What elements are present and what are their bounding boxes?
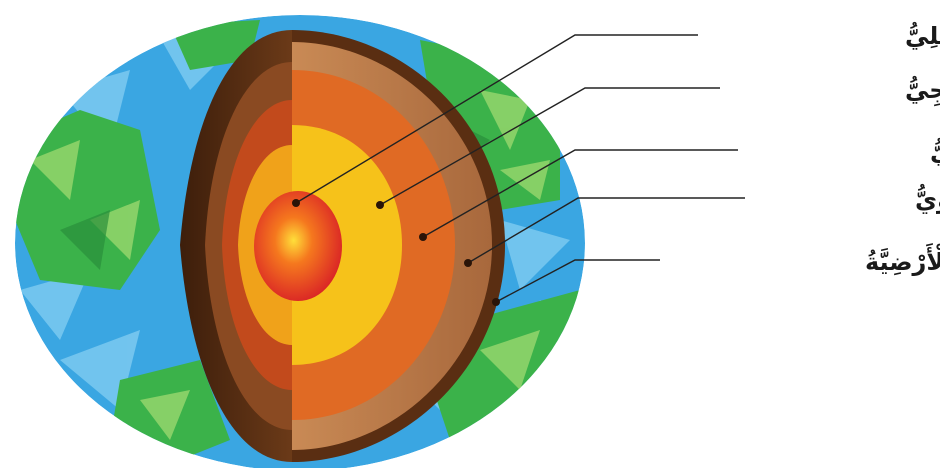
- dot-crust: [492, 298, 500, 306]
- label-inner-core: اللُّبُّ الدّاخِلِيُّ: [905, 11, 940, 50]
- dot-upper-mantle: [464, 259, 472, 267]
- leader-lower-mantle: [422, 149, 738, 238]
- layer-labels: اللُّبُّ الدّاخِلِيُّ اللُّبُّ الْخارِجِ…: [865, 11, 940, 276]
- leader-lines: [295, 34, 745, 303]
- leader-outer-core: [379, 87, 720, 206]
- cutaway-left: [180, 30, 292, 462]
- outer-core-right: [292, 125, 402, 365]
- land-facets: [30, 90, 550, 440]
- label-outer-core: اللُّبُّ الْخارِجِيُّ: [905, 65, 940, 109]
- label-upper-mantle: السِّتارُ الْعُلْوِيُّ: [915, 182, 940, 219]
- leader-crust: [495, 259, 660, 303]
- leader-dots: [292, 199, 500, 306]
- label-crust: الْقِشْرَةُ الْأَرْضِيَّةُ: [865, 242, 940, 276]
- leader-upper-mantle: [467, 197, 745, 264]
- leader-inner-core: [295, 34, 698, 204]
- dot-outer-core: [376, 201, 384, 209]
- dot-lower-mantle: [419, 233, 427, 241]
- cutaway-right: [292, 30, 505, 462]
- label-lower-mantle: السِّتارُ السُّفْلِيُّ: [930, 136, 940, 166]
- inner-core: [254, 191, 342, 301]
- dot-inner-core: [292, 199, 300, 207]
